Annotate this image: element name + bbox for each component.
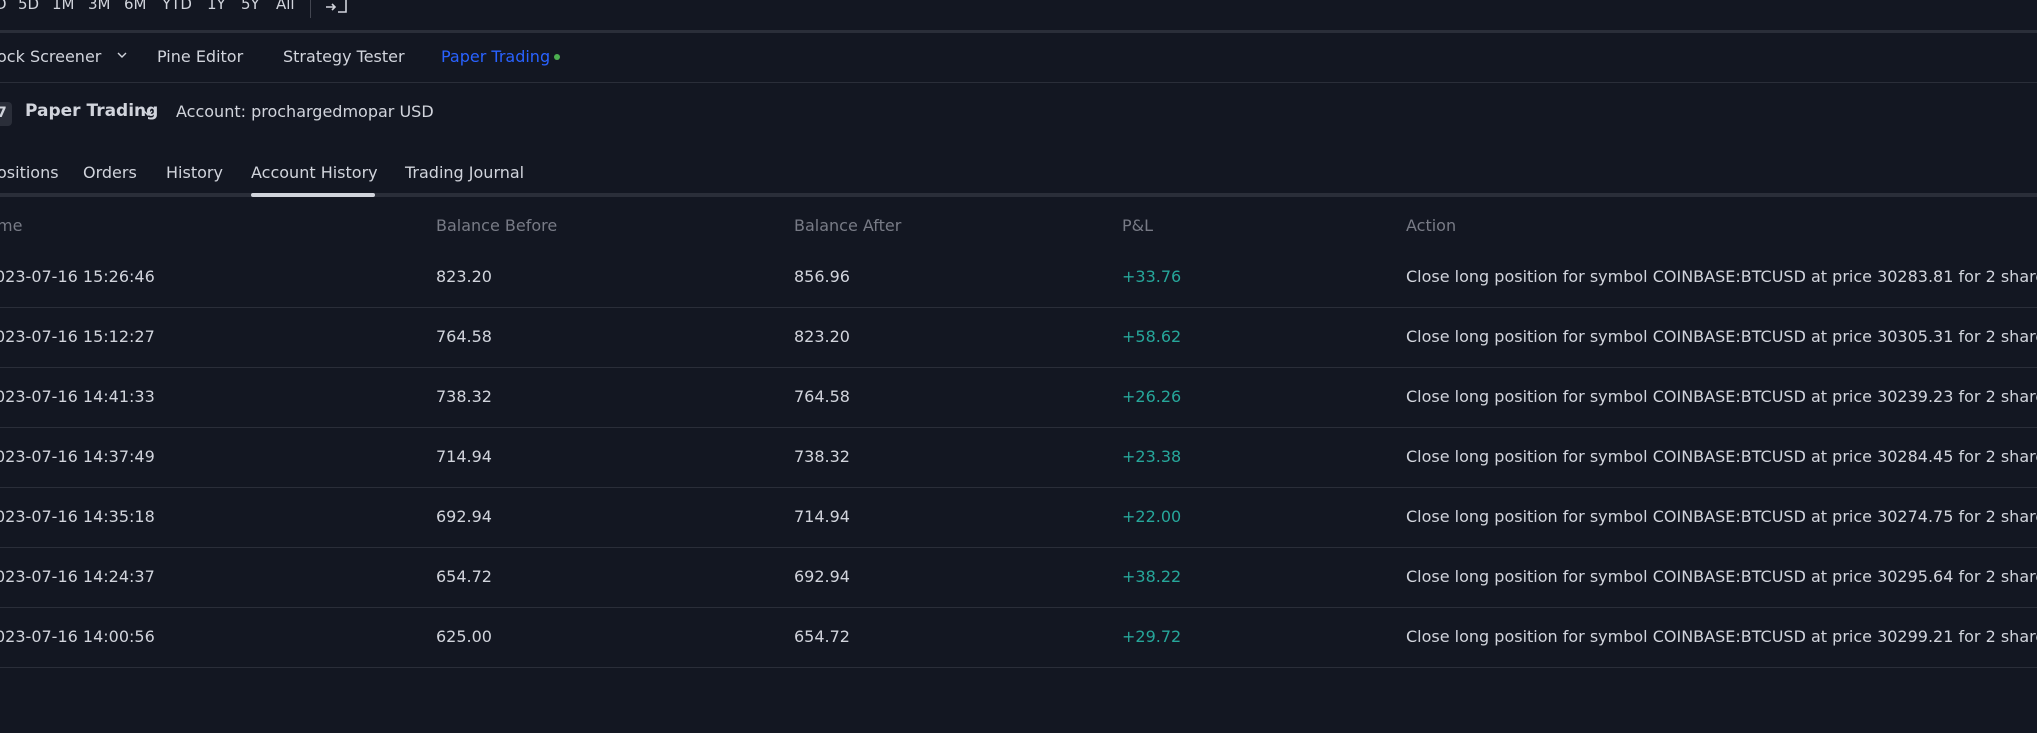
cell-action: Close long position for symbol COINBASE:…	[1406, 447, 2037, 466]
table-row[interactable]: 023-07-16 14:24:37 654.72 692.94 +38.22 …	[0, 547, 2037, 608]
go-to-date-icon[interactable]	[324, 0, 352, 18]
cell-balance-after: 692.94	[794, 567, 850, 586]
column-header-time[interactable]: me	[0, 216, 23, 235]
column-header-balance-after[interactable]: Balance After	[794, 216, 902, 235]
tab-orders[interactable]: Orders	[83, 163, 137, 182]
table-row[interactable]: 023-07-16 14:35:18 692.94 714.94 +22.00 …	[0, 487, 2037, 548]
tab-history[interactable]: History	[166, 163, 223, 182]
cell-time: 023-07-16 14:37:49	[0, 447, 155, 466]
cell-time: 023-07-16 15:12:27	[0, 327, 155, 346]
cell-pnl: +33.76	[1122, 267, 1182, 286]
chevron-down-icon[interactable]	[143, 109, 153, 117]
table-row[interactable]: 023-07-16 14:37:49 714.94 738.32 +23.38 …	[0, 427, 2037, 488]
range-5y-button[interactable]: 5Y	[241, 0, 260, 13]
cell-balance-before: 714.94	[436, 447, 492, 466]
tab-positions[interactable]: ositions	[0, 163, 59, 182]
cell-action: Close long position for symbol COINBASE:…	[1406, 267, 2037, 286]
broker-selector[interactable]: Paper Trading	[25, 101, 159, 121]
cell-balance-before: 692.94	[436, 507, 492, 526]
tab-account-history[interactable]: Account History	[251, 163, 378, 182]
column-header-action[interactable]: Action	[1406, 216, 1457, 235]
cell-action: Close long position for symbol COINBASE:…	[1406, 627, 2037, 646]
cell-pnl: +58.62	[1122, 327, 1182, 346]
cell-balance-after: 714.94	[794, 507, 850, 526]
cell-balance-before: 654.72	[436, 567, 492, 586]
cell-balance-after: 738.32	[794, 447, 850, 466]
cell-time: 023-07-16 14:41:33	[0, 387, 155, 406]
cell-action: Close long position for symbol COINBASE:…	[1406, 387, 2037, 406]
cell-balance-before: 625.00	[436, 627, 492, 646]
cell-time: 023-07-16 14:35:18	[0, 507, 155, 526]
cell-pnl: +22.00	[1122, 507, 1182, 526]
table-row[interactable]: 023-07-16 15:26:46 823.20 856.96 +33.76 …	[0, 247, 2037, 308]
range-1m-button[interactable]: 1M	[52, 0, 75, 13]
tabs-divider	[0, 193, 2037, 197]
account-label: Account: prochargedmopar USD	[176, 102, 434, 121]
cell-action: Close long position for symbol COINBASE:…	[1406, 507, 2037, 526]
tab-strategy-tester[interactable]: Strategy Tester	[283, 47, 405, 66]
cell-balance-before: 738.32	[436, 387, 492, 406]
time-range-bar: D 5D 1M 3M 6M YTD 1Y 5Y All	[0, 0, 2037, 33]
range-divider	[310, 0, 311, 18]
table-row[interactable]: 023-07-16 15:12:27 764.58 823.20 +58.62 …	[0, 307, 2037, 368]
cell-time: 023-07-16 14:24:37	[0, 567, 155, 586]
table-row[interactable]: 023-07-16 14:41:33 738.32 764.58 +26.26 …	[0, 367, 2037, 428]
tab-paper-trading[interactable]: Paper Trading	[441, 47, 551, 66]
range-1d-button[interactable]: D	[0, 0, 7, 13]
cell-pnl: +38.22	[1122, 567, 1182, 586]
table-row[interactable]: 023-07-16 14:00:56 625.00 654.72 +29.72 …	[0, 607, 2037, 668]
column-header-balance-before[interactable]: Balance Before	[436, 216, 558, 235]
range-all-button[interactable]: All	[276, 0, 295, 13]
cell-pnl: +23.38	[1122, 447, 1182, 466]
range-1y-button[interactable]: 1Y	[207, 0, 226, 13]
column-header-pnl[interactable]: P&L	[1122, 216, 1154, 235]
cell-time: 023-07-16 15:26:46	[0, 267, 155, 286]
broker-logo-icon: 7	[0, 105, 7, 121]
connection-status-dot	[554, 54, 560, 60]
cell-balance-before: 823.20	[436, 267, 492, 286]
cell-pnl: +29.72	[1122, 627, 1182, 646]
range-3m-button[interactable]: 3M	[88, 0, 111, 13]
cell-balance-before: 764.58	[436, 327, 492, 346]
cell-pnl: +26.26	[1122, 387, 1182, 406]
cell-balance-after: 654.72	[794, 627, 850, 646]
cell-balance-after: 823.20	[794, 327, 850, 346]
tab-trading-journal[interactable]: Trading Journal	[405, 163, 525, 182]
cell-balance-after: 856.96	[794, 267, 850, 286]
cell-action: Close long position for symbol COINBASE:…	[1406, 327, 2037, 346]
active-tab-indicator	[251, 193, 375, 197]
account-tabs: ositions Orders History Account History …	[0, 150, 2037, 198]
cell-time: 023-07-16 14:00:56	[0, 627, 155, 646]
cell-balance-after: 764.58	[794, 387, 850, 406]
cell-action: Close long position for symbol COINBASE:…	[1406, 567, 2037, 586]
tab-pine-editor[interactable]: Pine Editor	[157, 47, 244, 66]
range-ytd-button[interactable]: YTD	[162, 0, 192, 13]
bottom-widget-tabs: ock Screener Pine Editor Strategy Tester…	[0, 33, 2037, 83]
range-6m-button[interactable]: 6M	[124, 0, 147, 13]
broker-logo: 7	[0, 102, 12, 126]
chevron-down-icon[interactable]	[117, 51, 127, 59]
tab-stock-screener[interactable]: ock Screener	[0, 47, 102, 66]
range-5d-button[interactable]: 5D	[18, 0, 40, 13]
